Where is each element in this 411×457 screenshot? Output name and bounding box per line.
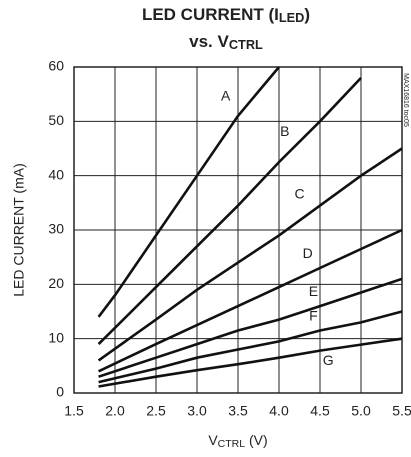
curve-label: A — [221, 88, 231, 104]
curve-label: G — [323, 352, 334, 368]
x-tick-label: 5.5 — [392, 403, 411, 419]
y-axis-label: LED CURRENT (mA) — [11, 163, 27, 297]
x-tick-label: 1.5 — [64, 403, 84, 419]
curve-label: E — [309, 283, 318, 299]
y-tick-label: 10 — [48, 329, 64, 345]
curve-label: D — [303, 245, 313, 261]
x-tick-label: 5.0 — [351, 403, 371, 419]
x-axis-label: VCTRL (V) — [208, 432, 267, 450]
chart-title: LED CURRENT (ILED) — [142, 5, 310, 25]
chart-title-part: CTRL — [229, 37, 263, 52]
x-tick-label: 3.0 — [187, 403, 207, 419]
curve-label: C — [294, 185, 304, 201]
y-tick-label: 40 — [48, 166, 64, 182]
chart-title-part: vs. V — [189, 32, 229, 51]
y-tick-label: 50 — [48, 112, 64, 128]
annotation: MAX16816 toc05 — [402, 73, 409, 127]
curve — [98, 310, 403, 384]
x-axis-label-part: V — [208, 432, 218, 448]
curve — [98, 228, 403, 373]
x-tick-label: 3.5 — [228, 403, 248, 419]
chart-title: vs. VCTRL — [189, 32, 263, 52]
x-axis-label-part: (V) — [245, 432, 268, 448]
curve — [98, 277, 403, 378]
x-tick-label: 4.5 — [310, 403, 330, 419]
chart-title-part: ) — [304, 5, 310, 24]
x-tick-label: 4.0 — [269, 403, 289, 419]
y-tick-label: 20 — [48, 275, 64, 291]
y-tick-label: 0 — [56, 384, 64, 400]
chart-title-part: LED CURRENT (I — [142, 5, 279, 24]
y-tick-label: 60 — [48, 58, 64, 74]
curve — [97, 147, 403, 362]
x-axis-label-part: CTRL — [218, 438, 246, 450]
curve-label: F — [309, 308, 318, 324]
curve — [97, 66, 280, 318]
y-tick-label: 30 — [48, 221, 64, 237]
x-tick-label: 2.0 — [105, 403, 125, 419]
curve — [97, 77, 362, 346]
x-tick-label: 2.5 — [146, 403, 166, 419]
chart-title-part: LED — [279, 10, 305, 25]
curve — [98, 337, 403, 388]
curve-label: B — [280, 123, 289, 139]
